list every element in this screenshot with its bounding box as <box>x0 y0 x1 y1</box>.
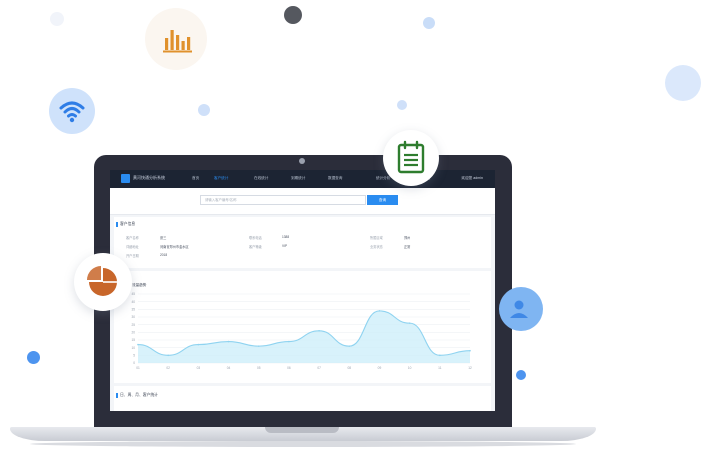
field-label: 业务状态 <box>370 245 383 249</box>
customer-info-panel: 客户信息 客户名称 张三 联系电话 1388 所属区域 郑州 详细地址 河南省郑… <box>114 217 491 268</box>
laptop-notch <box>265 427 339 433</box>
summary-panel: 日、周、月、客户统计 <box>114 386 491 411</box>
search-button[interactable]: 查询 <box>367 195 398 205</box>
y-tick-label: 40 <box>131 300 135 304</box>
laptop-base <box>10 427 596 441</box>
x-tick-label: 02 <box>166 366 170 370</box>
wifi-icon <box>59 101 85 123</box>
x-tick-label: 01 <box>136 366 140 370</box>
field-value: 2018 <box>160 253 168 257</box>
field-value: 1388 <box>282 235 290 239</box>
field-label: 详细地址 <box>126 245 139 249</box>
y-tick-label: 25 <box>131 323 135 327</box>
series-line <box>137 310 471 356</box>
data-point <box>469 349 471 352</box>
field-label: 联系电话 <box>249 236 262 240</box>
bar-chart-bubble <box>145 8 207 70</box>
data-point <box>288 340 290 343</box>
bubble-decoration <box>397 100 407 110</box>
data-point <box>137 343 139 346</box>
chart-title: 流量趋势 <box>132 283 147 287</box>
nav-item-customer-stats[interactable]: 客户统计 <box>214 176 229 180</box>
customer-info-title: 客户信息 <box>115 222 136 227</box>
app-brand: 黄河快通分析系统 <box>133 175 165 180</box>
x-tick-label: 09 <box>378 366 382 370</box>
field-label: 客户等级 <box>249 245 262 249</box>
x-tick-label: 10 <box>408 366 412 370</box>
field-value: 张三 <box>160 236 167 240</box>
calendar-icon <box>397 140 425 174</box>
x-tick-label: 06 <box>287 366 291 370</box>
x-tick-label: 07 <box>317 366 321 370</box>
field-value: VIP <box>282 244 288 248</box>
pie-chart-icon <box>87 266 118 296</box>
laptop-shadow <box>30 441 576 447</box>
nav-item-online-stats[interactable]: 在线统计 <box>254 176 269 180</box>
y-tick-label: 15 <box>131 338 135 342</box>
y-tick-label: 30 <box>131 315 135 319</box>
app-logo-icon <box>121 174 130 183</box>
field-label: 客户名称 <box>126 236 139 240</box>
nav-item-expiry-stats[interactable]: 到期统计 <box>291 176 306 180</box>
y-tick-label: 5 <box>133 353 135 357</box>
bubble-decoration <box>284 6 302 24</box>
bubble-decoration <box>50 12 64 26</box>
search-bar: 请输入客户编号/名称 查询 <box>110 188 495 215</box>
nav-item-home[interactable]: 首页 <box>192 176 200 180</box>
data-point <box>257 345 260 347</box>
data-point <box>439 354 441 357</box>
series-area <box>138 310 470 363</box>
x-tick-label: 03 <box>197 366 201 370</box>
bubble-decoration <box>665 65 701 101</box>
nav-item-data-query[interactable]: 数据查询 <box>328 176 343 180</box>
x-tick-label: 11 <box>438 366 442 370</box>
y-tick-label: 0 <box>133 361 135 365</box>
bubble-decoration <box>516 370 526 380</box>
data-point <box>348 345 351 347</box>
field-label: 所属区域 <box>370 236 383 240</box>
data-point <box>378 310 381 312</box>
pie-chart-bubble <box>74 253 132 311</box>
y-tick-label: 45 <box>131 292 135 296</box>
x-tick-label: 05 <box>257 366 261 370</box>
data-point <box>197 343 200 346</box>
data-point <box>167 354 169 357</box>
x-tick-label: 04 <box>227 366 231 370</box>
data-point <box>227 340 230 343</box>
search-input[interactable]: 请输入客户编号/名称 <box>200 195 366 205</box>
summary-title: 日、周、月、客户统计 <box>116 393 158 398</box>
field-value: 河南省郑州市金水区 <box>160 245 189 249</box>
laptop-camera <box>299 158 305 164</box>
field-value: 正常 <box>404 245 411 249</box>
calendar-bubble <box>383 130 439 186</box>
field-value: 郑州 <box>404 236 411 240</box>
user-bubble <box>499 287 543 331</box>
wifi-bubble <box>49 88 95 134</box>
x-tick-label: 08 <box>347 366 351 370</box>
chart-panel <box>114 271 491 383</box>
bubble-decoration <box>198 104 210 116</box>
data-point <box>408 322 411 324</box>
bubble-decoration <box>27 351 40 364</box>
bubble-decoration <box>423 17 435 29</box>
data-point <box>318 330 320 332</box>
user-icon <box>510 300 528 318</box>
field-label: 开户日期 <box>126 254 139 258</box>
y-tick-label: 10 <box>131 346 135 350</box>
y-tick-label: 20 <box>131 330 135 334</box>
bar-chart-icon <box>163 30 192 53</box>
nav-user[interactable]: 欢迎您 admin <box>461 176 483 180</box>
laptop-screen: 黄河快通分析系统 首页 客户统计 在线统计 到期统计 数据查询 统计分析 系统设… <box>110 170 495 411</box>
nav-item-analysis[interactable]: 统计分析 <box>376 176 391 180</box>
y-tick-label: 35 <box>131 307 135 311</box>
x-tick-label: 12 <box>468 366 472 370</box>
